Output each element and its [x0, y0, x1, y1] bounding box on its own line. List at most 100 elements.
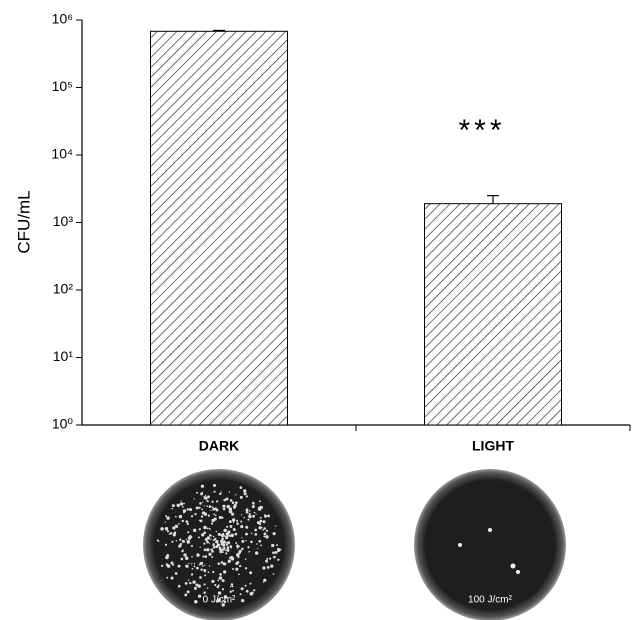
colony: [510, 563, 516, 569]
colony: [226, 548, 229, 551]
colony: [199, 576, 202, 579]
colony: [256, 521, 260, 525]
colony: [225, 543, 228, 546]
colony: [202, 565, 204, 567]
bar: [150, 30, 288, 426]
colony: [204, 494, 207, 497]
colony: [253, 589, 256, 592]
colony: [221, 579, 225, 583]
colony: [263, 578, 267, 582]
colony: [196, 566, 199, 570]
colony: [241, 598, 245, 603]
colony: [198, 519, 201, 522]
colony: [212, 545, 216, 549]
colony: [241, 537, 243, 539]
colony: [192, 580, 196, 584]
colony: [183, 509, 185, 511]
colony: [196, 553, 200, 557]
colony: [200, 515, 204, 518]
colony: [197, 584, 201, 588]
colony: [171, 504, 175, 508]
colony: [168, 533, 171, 535]
colony: [204, 574, 207, 577]
colony: [249, 571, 253, 575]
colony: [228, 491, 231, 493]
colony: [166, 516, 170, 520]
colony: [194, 512, 197, 516]
colony: [258, 539, 262, 543]
colony: [240, 520, 243, 523]
colony: [203, 525, 207, 530]
colony: [177, 584, 181, 588]
colonies: [156, 483, 282, 607]
colony: [229, 545, 233, 548]
colony: [170, 576, 174, 580]
colony: [211, 522, 214, 525]
colony: [232, 528, 236, 531]
colony: [270, 564, 274, 568]
colony: [230, 534, 233, 537]
colony: [200, 484, 205, 488]
colony: [183, 540, 186, 543]
y-tick-label: 10⁴: [51, 146, 73, 162]
colony: [247, 518, 250, 521]
colony: [243, 489, 247, 493]
colony: [175, 515, 177, 518]
colony: [206, 540, 209, 544]
colony: [206, 499, 208, 501]
colony: [248, 550, 251, 553]
colony: [236, 553, 240, 557]
colony: [211, 548, 214, 551]
colony: [254, 528, 258, 532]
colony: [166, 530, 170, 533]
colony: [218, 576, 223, 580]
dish-dark: [143, 469, 295, 620]
colony: [229, 525, 233, 528]
colony: [183, 511, 185, 514]
colony: [247, 546, 250, 549]
colony: [221, 551, 224, 554]
colony: [224, 562, 227, 566]
colony: [224, 541, 226, 544]
colony: [226, 546, 230, 549]
colony: [223, 535, 226, 537]
colony: [218, 515, 222, 519]
colony: [260, 544, 262, 547]
colony: [190, 515, 194, 518]
colony: [516, 570, 520, 574]
bar: [424, 203, 562, 426]
colony: [198, 564, 200, 566]
colony: [267, 514, 270, 518]
colony: [186, 590, 190, 594]
colony: [259, 516, 262, 519]
colony: [165, 563, 169, 566]
colony: [253, 511, 256, 514]
colony: [213, 490, 216, 493]
colony: [220, 561, 224, 564]
colony: [203, 505, 205, 507]
colony: [183, 502, 185, 505]
colony: [220, 491, 222, 493]
annotation: ***: [458, 114, 505, 147]
colony: [238, 564, 242, 568]
colony: [238, 550, 241, 554]
colony: [208, 552, 212, 556]
colony: [202, 555, 205, 558]
colony: [272, 532, 276, 536]
colony: [206, 527, 209, 530]
colony: [193, 565, 196, 568]
colony: [219, 573, 222, 576]
colony: [193, 562, 196, 565]
colony: [231, 501, 235, 504]
colony: [197, 594, 202, 598]
colony: [235, 567, 239, 571]
colony: [204, 538, 207, 541]
colony: [227, 541, 231, 545]
colony: [211, 500, 214, 503]
dish-label: 0 J/cm²: [203, 595, 236, 606]
colony: [266, 565, 270, 569]
colony: [222, 544, 226, 547]
petri-dish: [414, 469, 566, 620]
colony: [272, 573, 275, 575]
y-tick-label: 10⁶: [52, 11, 73, 27]
